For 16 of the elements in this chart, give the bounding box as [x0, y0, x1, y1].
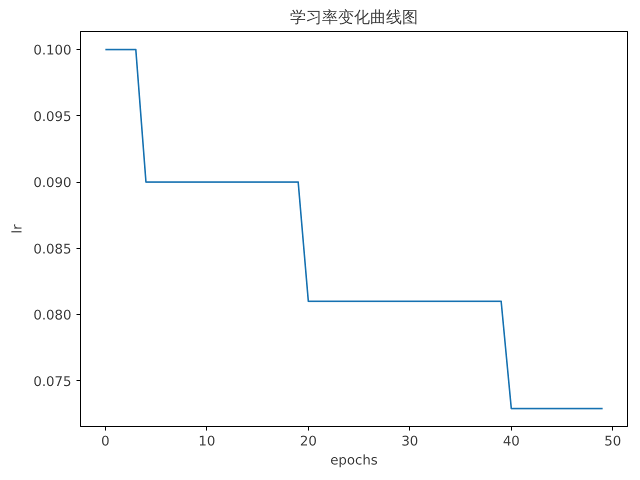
x-tick-label: 10 — [198, 434, 216, 450]
y-axis-title: lr — [10, 224, 26, 234]
y-tick-label: 0.100 — [33, 44, 72, 59]
y-tick-label: 0.090 — [33, 176, 72, 192]
x-axis-title: epochs — [330, 454, 378, 468]
x-tick-label: 40 — [502, 434, 520, 450]
x-tick-label: 30 — [401, 434, 418, 450]
x-tick-label: 50 — [604, 434, 622, 450]
y-tick-label: 0.075 — [33, 374, 72, 390]
chart-title: 学习率变化曲线图 — [290, 8, 418, 26]
y-tick-label: 0.080 — [33, 308, 72, 324]
y-tick-label: 0.095 — [33, 110, 72, 125]
line-series — [104, 48, 604, 410]
x-tick-label: 20 — [300, 434, 317, 450]
y-tick-label: 0.085 — [33, 242, 72, 258]
x-tick-label: 0 — [101, 434, 110, 450]
